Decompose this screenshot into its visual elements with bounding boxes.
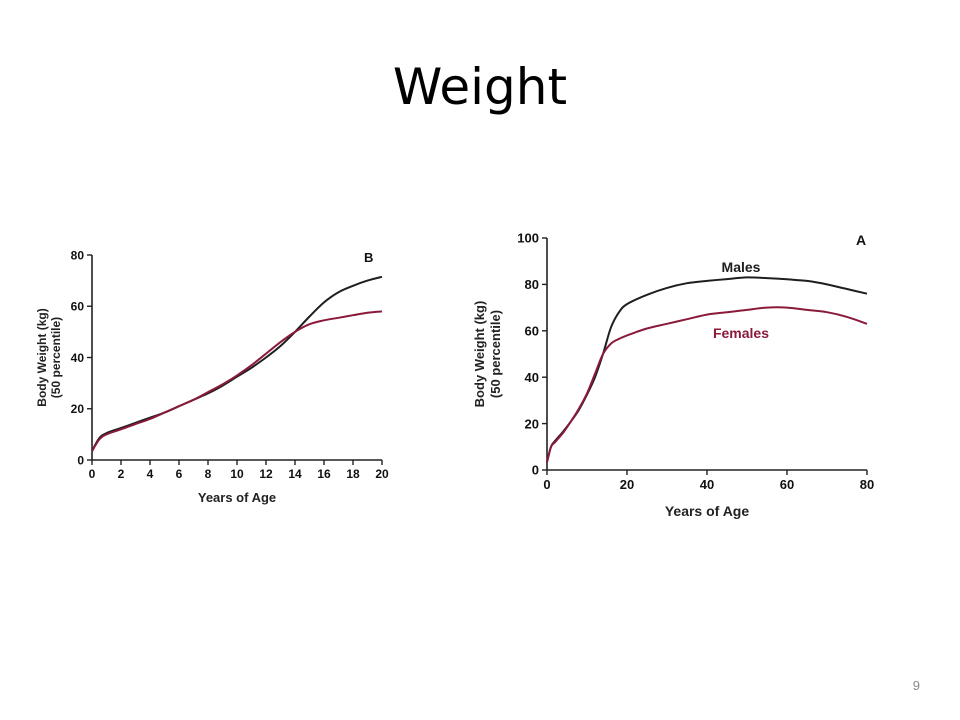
x-tick-label-b: 12: [259, 467, 273, 481]
x-tick-label-b: 0: [89, 467, 96, 481]
series-line-females-a: [546, 306, 868, 463]
panel-letter-b: B: [364, 250, 373, 265]
y-tick-label-a: 40: [525, 370, 539, 385]
y-tick-label-b: 20: [71, 402, 85, 416]
x-tick-label-b: 10: [230, 467, 244, 481]
panel-letter-a: A: [856, 232, 866, 248]
y-tick-label-b: 0: [77, 453, 84, 467]
x-tick-label-b: 8: [205, 467, 212, 481]
y-tick-label-a: 0: [532, 463, 539, 478]
y-tick-label-a: 100: [517, 231, 539, 246]
y-tick-label-b: 80: [71, 248, 85, 262]
y-tick-label-a: 60: [525, 323, 539, 338]
page-number: 9: [912, 678, 920, 693]
y-tick-label-b: 60: [71, 300, 85, 314]
y-tick-label-a: 20: [525, 416, 539, 431]
x-tick-label-a: 60: [780, 477, 794, 492]
x-tick-label-b: 4: [147, 467, 154, 481]
x-tick-label-a: 20: [620, 477, 634, 492]
y-tick-label-a: 80: [525, 277, 539, 292]
x-tick-label-a: 0: [543, 477, 550, 492]
x-tick-label-b: 18: [346, 467, 360, 481]
x-tick-label-a: 80: [860, 477, 874, 492]
x-tick-label-b: 14: [288, 467, 302, 481]
series-label-males-a: Males: [722, 259, 761, 275]
y-tick-label-b: 40: [71, 351, 85, 365]
slide-title: Weight: [392, 58, 568, 116]
x-tick-label-b: 6: [176, 467, 183, 481]
x-axis-title-b: Years of Age: [198, 490, 276, 505]
y-axis-title-b: Body Weight (kg): [35, 308, 49, 406]
series-label-females-a: Females: [713, 325, 769, 341]
series-line-females-b: [91, 310, 383, 452]
y-axis-subtitle-b: (50 percentile): [49, 317, 63, 398]
x-tick-label-b: 20: [375, 467, 389, 481]
series-line-males-b: [91, 275, 383, 452]
y-axis-subtitle-a: (50 percentile): [488, 310, 503, 398]
x-tick-label-b: 2: [118, 467, 125, 481]
y-axis-title-a: Body Weight (kg): [472, 301, 487, 408]
x-tick-label-a: 40: [700, 477, 714, 492]
x-axis-title-a: Years of Age: [665, 503, 750, 519]
series-line-males-a: [546, 276, 868, 463]
x-tick-label-b: 16: [317, 467, 331, 481]
